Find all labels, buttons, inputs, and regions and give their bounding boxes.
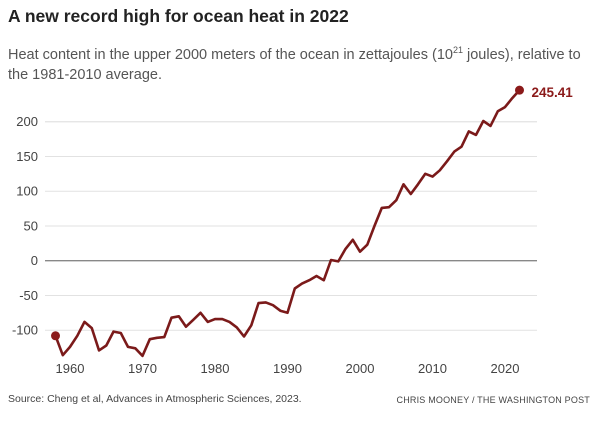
x-tick-label: 1980 — [201, 361, 230, 376]
y-tick-label: 100 — [16, 184, 38, 199]
end-value-label: 245.41 — [532, 85, 574, 100]
y-tick-label: 200 — [16, 114, 38, 129]
subtitle-text-end: joules), relative to the 1981-2010 avera… — [8, 46, 581, 83]
start-point — [51, 331, 60, 341]
x-tick-label: 1960 — [56, 361, 85, 376]
y-tick-label: 0 — [31, 253, 38, 268]
x-tick-label: 2000 — [346, 361, 375, 376]
series-line — [54, 89, 521, 358]
chart-title: A new record high for ocean heat in 2022 — [8, 6, 349, 26]
chart-subtitle: Heat content in the upper 2000 meters of… — [8, 40, 598, 85]
y-tick-label: -50 — [19, 288, 38, 303]
subtitle-exponent: 21 — [452, 45, 463, 55]
subtitle-text: Heat content in the upper 2000 meters of… — [8, 46, 453, 63]
y-tick-label: -100 — [12, 323, 38, 338]
y-tick-label: 50 — [24, 218, 38, 233]
y-tick-label: 150 — [16, 149, 38, 164]
x-tick-label: 1990 — [273, 361, 302, 376]
x-tick-label: 2010 — [418, 361, 447, 376]
x-tick-label: 2020 — [491, 361, 520, 376]
x-tick-label: 1970 — [128, 361, 157, 376]
source-note: Source: Cheng et al, Advances in Atmosph… — [8, 393, 302, 405]
end-point — [515, 85, 524, 95]
credit: CHRIS MOONEY / THE WASHINGTON POST — [396, 395, 590, 405]
